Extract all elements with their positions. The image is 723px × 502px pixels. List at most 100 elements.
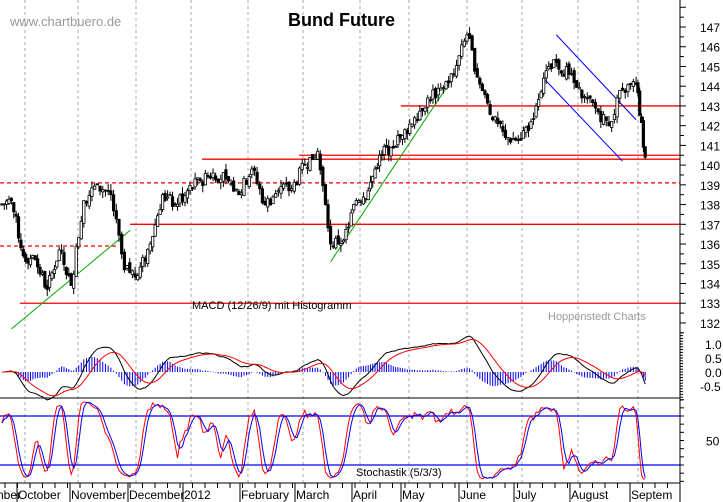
price-tick-label: 133 <box>700 297 720 311</box>
candle <box>326 204 330 229</box>
candle <box>69 273 73 286</box>
candle <box>516 139 520 141</box>
candle <box>382 146 386 155</box>
candle <box>138 266 142 278</box>
trendline <box>545 79 623 162</box>
stochastic-d-line <box>1 401 646 479</box>
candle <box>297 167 302 185</box>
candle <box>371 176 375 182</box>
candle <box>620 87 625 91</box>
candle <box>623 89 627 93</box>
candle <box>203 172 207 186</box>
candle <box>604 116 608 122</box>
candle <box>462 40 466 47</box>
candle <box>344 228 348 241</box>
candle <box>55 260 59 268</box>
macd-tick-label: 0.5 <box>705 352 722 366</box>
candle <box>408 123 412 134</box>
candle <box>250 168 254 176</box>
candle <box>95 183 99 186</box>
candle <box>380 153 384 157</box>
price-tick-label: 134 <box>700 277 720 291</box>
candle <box>64 266 68 275</box>
candle <box>9 197 13 202</box>
month-label: November <box>71 488 126 502</box>
candle <box>156 215 160 227</box>
candle <box>185 190 190 199</box>
candle <box>549 63 553 70</box>
candle <box>626 84 630 93</box>
candle <box>631 81 635 87</box>
candle <box>539 91 543 99</box>
candle <box>268 198 272 206</box>
macd-label: MACD (12/26/9) mit Histogramm <box>192 300 352 312</box>
month-label: Septem <box>631 488 672 502</box>
candle <box>98 185 102 192</box>
month-label: March <box>296 488 329 502</box>
candle <box>190 187 195 190</box>
candle <box>90 187 94 197</box>
macd-line <box>1 335 646 401</box>
price-tick-label: 141 <box>700 139 720 153</box>
candle <box>198 178 202 182</box>
macd-tick-label: 0.0 <box>705 366 722 380</box>
candle <box>148 243 152 252</box>
candle <box>52 269 57 274</box>
candle <box>339 243 343 246</box>
candle <box>496 117 500 125</box>
candle <box>82 200 86 224</box>
macd-tick-label: -0.5 <box>700 380 721 394</box>
candle <box>279 186 283 194</box>
candle <box>415 118 419 122</box>
candle <box>16 216 21 239</box>
candle <box>125 265 129 269</box>
candle <box>449 73 453 82</box>
candle <box>318 153 322 171</box>
candle <box>221 172 225 182</box>
candle <box>373 168 377 179</box>
candle <box>321 166 325 187</box>
month-label: December <box>129 488 184 502</box>
stochastic-k-line <box>1 401 646 480</box>
price-tick-label: 132 <box>700 317 720 331</box>
candle <box>426 97 430 108</box>
candle <box>163 192 167 201</box>
candle <box>242 177 246 196</box>
month-label: February <box>241 488 289 502</box>
candle <box>368 181 373 190</box>
candle <box>260 188 265 204</box>
month-label: April <box>353 488 377 502</box>
candle <box>62 252 66 265</box>
candle <box>593 101 598 109</box>
candle <box>447 80 451 84</box>
candles <box>0 27 647 297</box>
macd-signal-line <box>1 338 646 397</box>
candle <box>84 200 89 204</box>
candle <box>305 167 310 169</box>
candle <box>244 180 249 185</box>
candle <box>418 110 422 121</box>
candle <box>564 66 569 80</box>
candle <box>43 271 47 288</box>
candle <box>612 114 616 120</box>
candle <box>239 192 244 196</box>
candle <box>514 137 518 141</box>
candle <box>287 181 291 192</box>
month-label: nber <box>0 488 21 502</box>
candle <box>263 200 267 205</box>
candle <box>531 118 536 120</box>
candle <box>618 90 622 99</box>
candle <box>636 82 640 94</box>
candle <box>420 107 425 112</box>
month-label: October <box>18 488 61 502</box>
candle <box>485 94 490 104</box>
month-label: June <box>460 488 486 502</box>
candle <box>334 237 338 249</box>
candle <box>580 89 584 99</box>
candle <box>577 86 581 90</box>
candle <box>643 146 647 158</box>
candle <box>413 117 417 126</box>
candle <box>282 183 286 189</box>
